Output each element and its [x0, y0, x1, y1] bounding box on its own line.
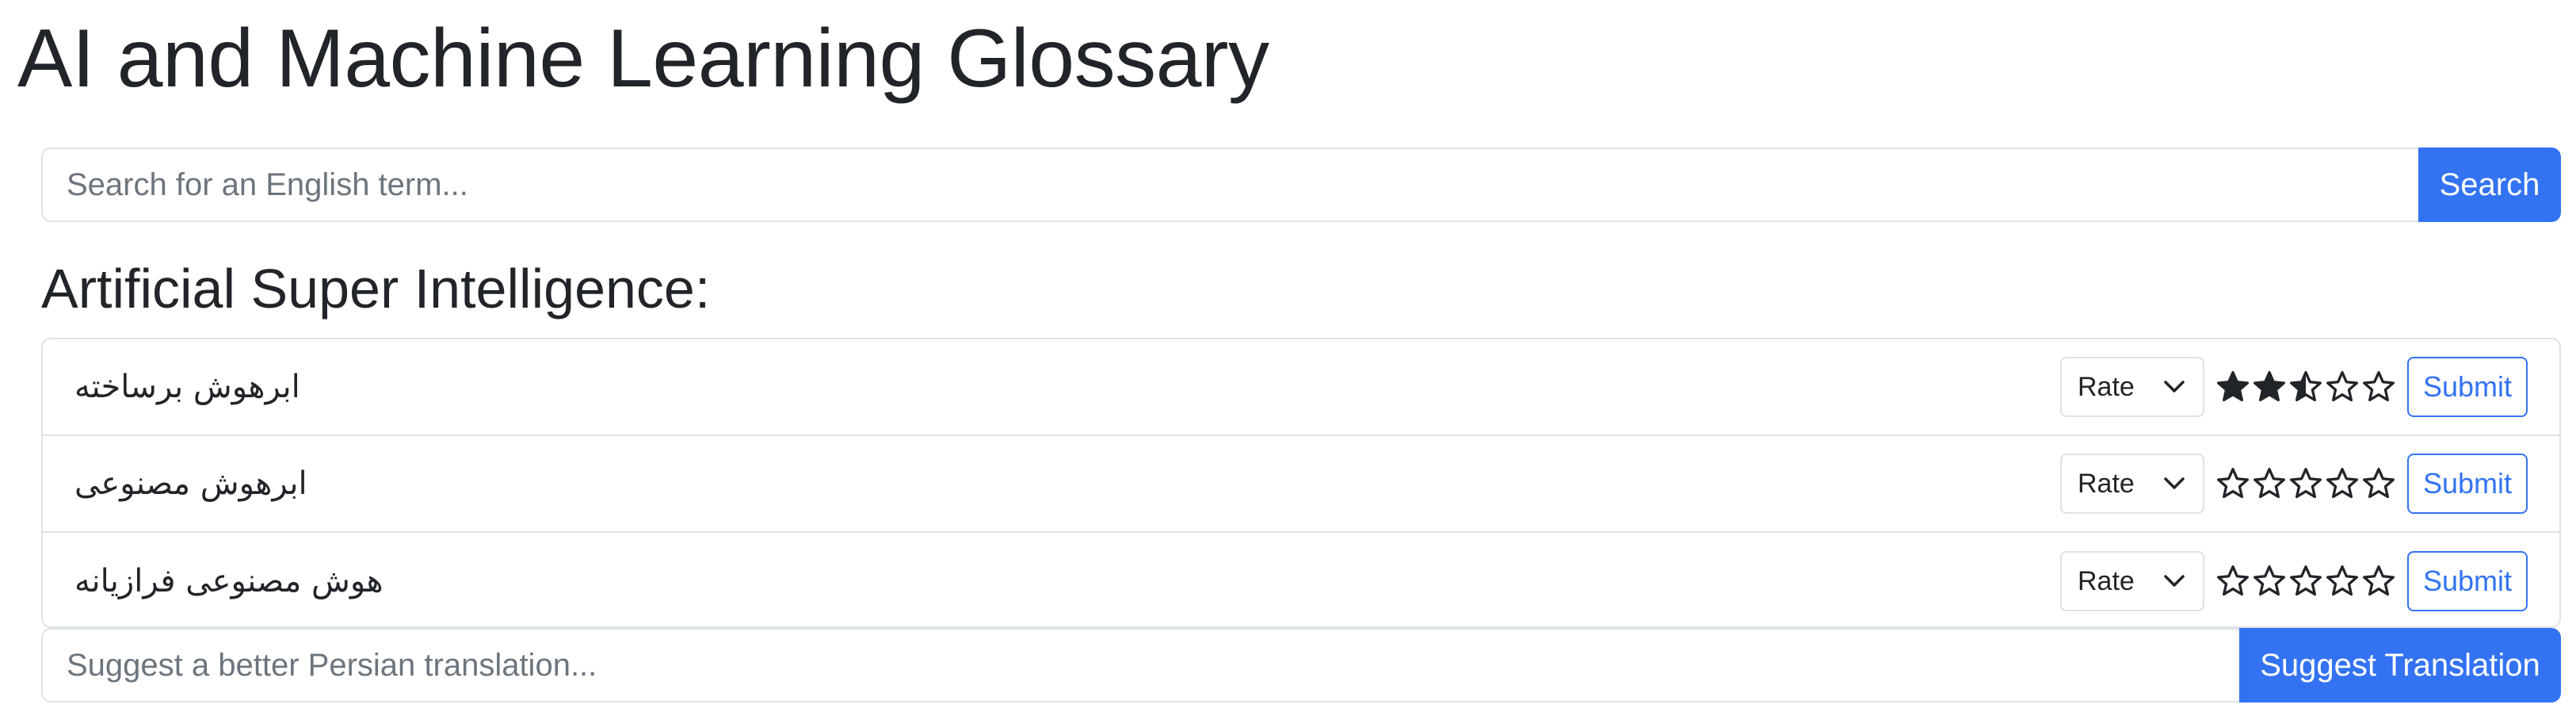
star-empty-icon[interactable]: [2288, 466, 2323, 501]
star-empty-icon[interactable]: [2361, 466, 2396, 501]
page-title: AI and Machine Learning Glossary: [17, 13, 1269, 105]
search-bar: Search: [41, 147, 2561, 222]
rate-select[interactable]: Rate: [2060, 454, 2204, 514]
translation-row: ابرهوش برساخته Rate Submit: [43, 339, 2559, 436]
star-full-icon[interactable]: [2215, 369, 2250, 404]
rate-select[interactable]: Rate: [2060, 551, 2204, 611]
star-empty-icon[interactable]: [2325, 564, 2360, 599]
chevron-down-icon: [2164, 575, 2185, 587]
translation-text: ابرهوش برساخته: [74, 369, 300, 405]
star-empty-icon[interactable]: [2325, 466, 2360, 501]
translation-row: هوش مصنوعی فرازیانه Rate Submit: [43, 533, 2559, 626]
star-empty-icon[interactable]: [2361, 564, 2396, 599]
star-rating: [2215, 466, 2396, 501]
star-empty-icon[interactable]: [2252, 466, 2287, 501]
star-empty-icon[interactable]: [2288, 564, 2323, 599]
translation-text: هوش مصنوعی فرازیانه: [74, 563, 384, 599]
translation-row: ابرهوش مصنوعی Rate Submit: [43, 436, 2559, 533]
star-empty-icon[interactable]: [2252, 564, 2287, 599]
suggest-translation-bar: Suggest Translation: [41, 628, 2561, 703]
chevron-down-icon: [2164, 477, 2185, 489]
star-empty-icon[interactable]: [2215, 466, 2250, 501]
term-heading: Artificial Super Intelligence:: [41, 258, 711, 320]
star-empty-icon[interactable]: [2215, 564, 2250, 599]
star-empty-icon[interactable]: [2325, 369, 2360, 404]
rate-select-label: Rate: [2078, 371, 2135, 402]
suggest-translation-button[interactable]: Suggest Translation: [2239, 628, 2561, 703]
search-input[interactable]: [41, 147, 2418, 222]
star-full-icon[interactable]: [2252, 369, 2287, 404]
search-button[interactable]: Search: [2418, 147, 2561, 222]
rate-select-label: Rate: [2078, 565, 2135, 596]
chevron-down-icon: [2164, 381, 2185, 392]
star-rating: [2215, 369, 2396, 404]
rate-select[interactable]: Rate: [2060, 357, 2204, 417]
star-half-icon[interactable]: [2288, 369, 2323, 404]
star-rating: [2215, 564, 2396, 599]
rate-select-label: Rate: [2078, 468, 2135, 499]
translations-list: ابرهوش برساخته Rate Submit ابرهوش مصنوعی…: [41, 338, 2561, 628]
submit-rating-button[interactable]: Submit: [2407, 551, 2528, 611]
star-empty-icon[interactable]: [2361, 369, 2396, 404]
submit-rating-button[interactable]: Submit: [2407, 357, 2528, 417]
translation-text: ابرهوش مصنوعی: [74, 465, 307, 502]
suggest-translation-input[interactable]: [41, 628, 2239, 703]
submit-rating-button[interactable]: Submit: [2407, 454, 2528, 514]
